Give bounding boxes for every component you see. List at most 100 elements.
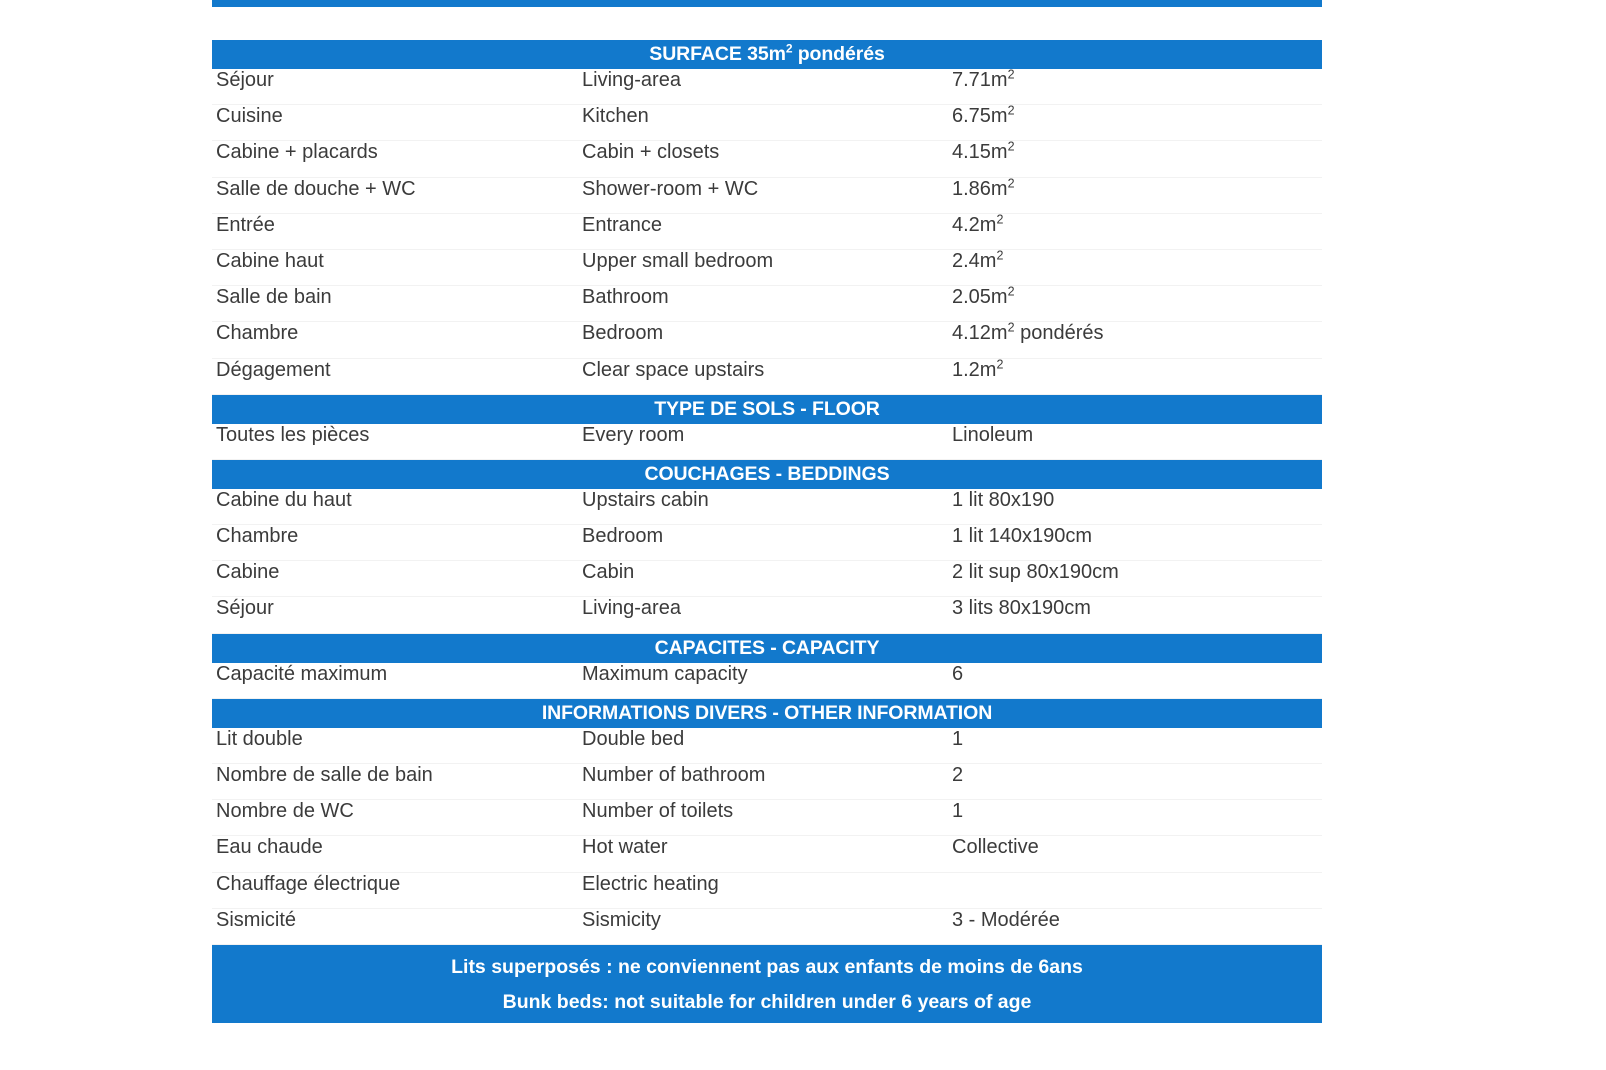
cell-label-fr: Sismicité [216, 908, 297, 931]
cell-value: 2.05m2 [952, 284, 1322, 309]
cell-label-fr: Nombre de WC [216, 800, 354, 823]
cell-value-text: 2.4m [952, 249, 997, 272]
cell-value: 4.2m2 [952, 212, 1322, 237]
cell-label-en: Electric heating [582, 872, 719, 895]
cell-value: Collective [952, 836, 1039, 859]
cell-label-en: Upper small bedroom [582, 249, 774, 272]
cell-label-en: Bedroom [582, 322, 664, 345]
cell-value: 3 lits 80x190cm [952, 597, 1091, 620]
cell-value-text: 4.2m [952, 213, 997, 236]
section-header-beddings: COUCHAGES - BEDDINGS [212, 459, 1322, 489]
cell-label-fr: Cabine du haut [216, 488, 352, 511]
cell-value: 1.2m2 [952, 356, 1322, 382]
cell-value-numeric: 1 [952, 800, 964, 823]
table-row: Chauffage électrique Electric heating [212, 873, 1322, 909]
cell-label-en: Clear space upstairs [582, 358, 765, 381]
table-row: Cabine du haut Upstairs cabin 1 lit 80x1… [212, 488, 1322, 526]
section-header-surface-superscript: 2 [785, 41, 793, 56]
table-row: Séjour Living-area 7.71m2 [212, 67, 1322, 106]
cell-label-en: Maximum capacity [582, 662, 748, 685]
cell-label-en: Cabin + closets [582, 141, 720, 164]
cell-value-text: 4.12m [952, 322, 1008, 345]
footnote-line-en: Bunk beds: not suitable for children und… [502, 990, 1032, 1013]
cell-value-superscript: 2 [996, 212, 1004, 227]
cell-label-en: Cabin [582, 561, 635, 584]
cell-label-en: Upstairs cabin [582, 488, 709, 511]
cell-label-fr: Salle de bain [216, 286, 332, 309]
cell-value: Linoleum [952, 423, 1034, 446]
table-row: Lit double Double bed 1 [212, 728, 1322, 764]
table-row: Salle de bain Bathroom 2.05m2 [212, 284, 1322, 323]
table-row: Capacité maximum Maximum capacity 6 [212, 663, 1322, 699]
table-row: Chambre Bedroom 4.12m2 pondérés [212, 320, 1322, 359]
cell-value-numeric: 1 [952, 727, 964, 750]
table-row: Entrée Entrance 4.2m2 [212, 212, 1322, 250]
table-row: Cabine + placards Cabin + closets 4.15m2 [212, 140, 1322, 178]
cell-label-en: Sismicity [582, 908, 661, 931]
clipped-section-bar-top [212, 0, 1322, 7]
cell-label-fr: Cabine [216, 561, 280, 584]
cell-value-numeric: 6 [952, 662, 964, 685]
table-row: Eau chaude Hot water Collective [212, 836, 1322, 873]
table-row: Salle de douche + WC Shower-room + WC 1.… [212, 175, 1322, 214]
cell-value-text: 7.71m [952, 69, 1008, 91]
cell-label-en: Number of bathroom [582, 764, 766, 786]
cell-value-superscript: 2 [996, 356, 1004, 371]
cell-label-fr: Nombre de salle de bain [216, 764, 433, 786]
spacer [212, 7, 1322, 40]
cell-label-en: Bathroom [582, 286, 669, 309]
cell-value-superscript: 2 [1007, 175, 1015, 190]
cell-value-text: 1.86m [952, 177, 1008, 200]
table-row: Cabine Cabin 2 lit sup 80x190cm [212, 561, 1322, 598]
table-row: Dégagement Clear space upstairs 1.2m2 [212, 356, 1322, 395]
section-header-surface: SURFACE 35m2 pondérés [212, 40, 1322, 69]
cell-value-text: 6.75m [952, 105, 1008, 128]
cell-label-fr: Eau chaude [216, 836, 323, 859]
cell-label-en: Living-area [582, 69, 681, 91]
table-row: Séjour Living-area 3 lits 80x190cm [212, 597, 1322, 634]
cell-label-fr: Chauffage électrique [216, 872, 401, 895]
cell-label-fr: Cabine + placards [216, 141, 378, 164]
cell-value: 1 lit 140x190cm [952, 525, 1093, 548]
cell-value: 6.75m2 [952, 104, 1322, 128]
cell-label-fr: Séjour [216, 597, 274, 620]
cell-label-en: Living-area [582, 597, 681, 620]
table-row: Nombre de WC Number of toilets 1 [212, 800, 1322, 837]
cell-value-superscript: 2 [1007, 320, 1015, 335]
section-header-surface-suffix: pondérés [792, 43, 885, 65]
cell-value-extra: pondérés [1014, 322, 1104, 345]
cell-label-en: Entrance [582, 213, 663, 236]
cell-value-numeric: 2 [952, 764, 964, 786]
cell-value-text: 2.05m [952, 286, 1008, 309]
cell-label-en: Every room [582, 423, 685, 446]
table-row: Nombre de salle de bain Number of bathro… [212, 764, 1322, 801]
cell-label-fr: Dégagement [216, 358, 331, 381]
cell-label-fr: Chambre [216, 525, 299, 548]
cell-value: 2.4m2 [952, 249, 1322, 273]
section-header-surface-prefix: SURFACE 35m [649, 43, 786, 65]
footnote-line-fr: Lits superposés : ne conviennent pas aux… [451, 955, 1083, 978]
cell-label-fr: Séjour [216, 69, 274, 91]
table-row: Toutes les pièces Every room Linoleum [212, 424, 1322, 460]
cell-value-text: 1.2m [952, 358, 997, 381]
cell-value: 4.12m2 pondérés [952, 320, 1322, 345]
cell-label-fr: Chambre [216, 322, 299, 345]
cell-label-en: Shower-room + WC [582, 177, 759, 200]
section-header-capacity: CAPACITES - CAPACITY [212, 633, 1322, 663]
cell-value: 2 lit sup 80x190cm [952, 561, 1119, 584]
cell-value-superscript: 2 [1007, 67, 1015, 82]
table-row: Cabine haut Upper small bedroom 2.4m2 [212, 249, 1322, 287]
cell-value: 4.15m2 [952, 140, 1322, 164]
property-details-table: SURFACE 35m2 pondérés Séjour Living-area… [212, 0, 1322, 1023]
cell-label-fr: Capacité maximum [216, 662, 388, 685]
cell-value: 1.86m2 [952, 175, 1322, 201]
cell-label-fr: Cabine haut [216, 249, 324, 272]
cell-label-en: Hot water [582, 836, 668, 859]
cell-label-en: Number of toilets [582, 800, 734, 823]
cell-label-en: Bedroom [582, 525, 664, 548]
table-row: Sismicité Sismicity 3 - Modérée [212, 909, 1322, 945]
cell-label-en: Kitchen [582, 105, 649, 128]
cell-value-text: 4.15m [952, 141, 1008, 164]
cell-value-superscript: 2 [1007, 284, 1015, 299]
